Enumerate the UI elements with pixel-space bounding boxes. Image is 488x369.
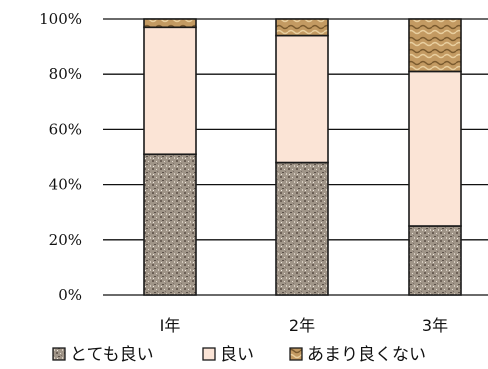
legend-swatch <box>202 347 216 361</box>
y-tick-label: 0% <box>58 286 82 304</box>
legend-swatch <box>52 347 66 361</box>
x-category-label: 2年 <box>289 316 315 335</box>
legend-item: とても良い <box>52 345 154 365</box>
bar-segment <box>143 153 197 296</box>
y-tick-label: 100% <box>39 10 82 28</box>
x-category-label: 3年 <box>422 316 448 335</box>
y-axis-ticks: 0% 20% 40% 60% 80% 100% <box>39 10 82 304</box>
x-axis-categories: Ⅰ年 2年 3年 <box>160 316 448 335</box>
y-tick-label: 60% <box>49 120 82 138</box>
x-category-label: Ⅰ年 <box>160 316 181 335</box>
bar-segment <box>408 70 462 227</box>
bar-segment <box>143 18 197 29</box>
legend-label: あまり良くない <box>307 345 426 365</box>
legend-swatch <box>289 347 303 361</box>
legend-label: とても良い <box>70 345 154 365</box>
legend-label: 良い <box>220 345 254 365</box>
y-tick-label: 40% <box>49 176 82 194</box>
y-tick-label: 80% <box>49 65 82 83</box>
bar-segment <box>275 161 329 296</box>
bar-segment <box>408 18 462 73</box>
bar-segment <box>275 34 329 164</box>
y-tick-label: 20% <box>49 231 82 249</box>
legend: とても良い 良い あまり良くない <box>52 345 426 365</box>
bars <box>143 18 462 296</box>
legend-item: あまり良くない <box>289 345 426 365</box>
bar-segment <box>408 225 462 296</box>
legend-item: 良い <box>202 345 254 365</box>
bar-segment <box>275 18 329 37</box>
bar-segment <box>143 26 197 156</box>
